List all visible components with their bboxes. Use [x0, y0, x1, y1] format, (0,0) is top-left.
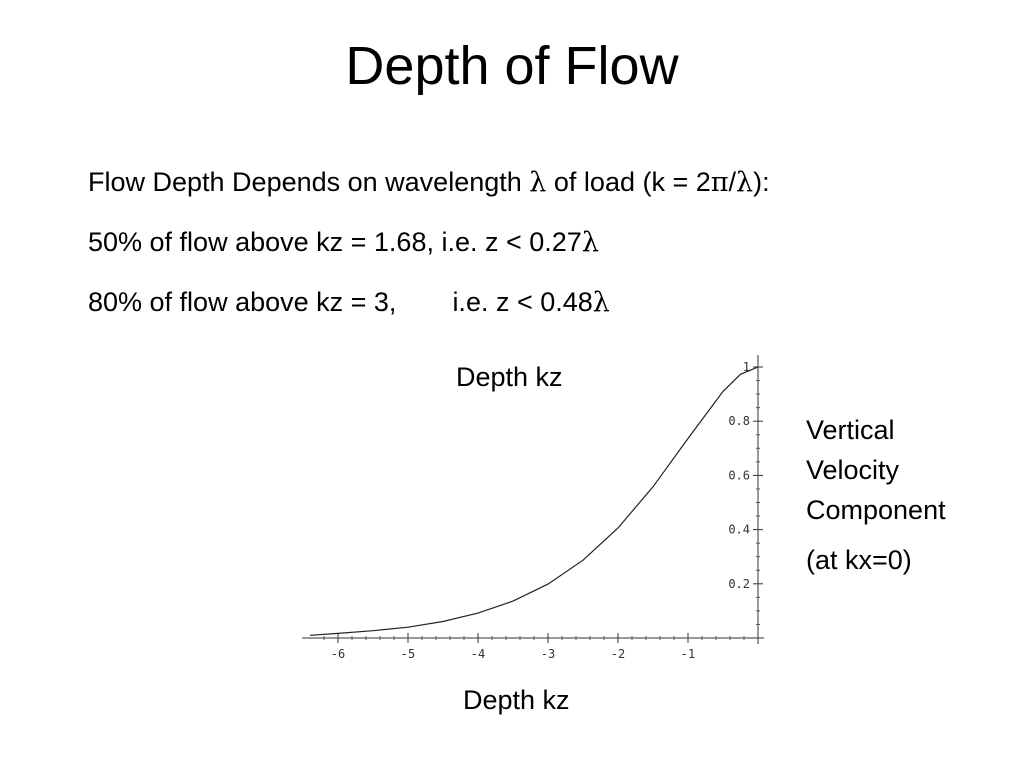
velocity-depth-chart: -6 -5 -4 -3 -2 -1 0.2 0.4 0.6 0.8 1: [302, 355, 764, 661]
bullet-80-text-a: 80% of flow above kz = 3,: [88, 287, 397, 317]
x-tick-label: -1: [681, 647, 695, 661]
lambda-symbol: λ: [581, 227, 599, 258]
velocity-curve: [309, 366, 759, 636]
velocity-label-line2: Velocity: [806, 455, 900, 485]
lambda-symbol: λ: [592, 287, 610, 318]
x-tick-label: -6: [331, 647, 345, 661]
velocity-label: Vertical Velocity Component (at kx=0): [806, 410, 946, 580]
bullet-wavelength: Flow Depth Depends on wavelength λ of lo…: [88, 160, 770, 205]
depth-label-top: Depth kz: [456, 362, 563, 392]
x-tick-label: -5: [401, 647, 415, 661]
y-tick-label: 0.2: [728, 577, 750, 591]
depth-label-bottom: Depth kz: [463, 685, 570, 715]
lambda-symbol: λ: [529, 167, 547, 198]
y-tick-label: 0.6: [728, 468, 750, 482]
slash-text: /: [728, 167, 737, 197]
y-tick-label: 0.8: [728, 414, 750, 428]
x-tick-label: -4: [471, 647, 485, 661]
bullet-wavelength-text-a: Flow Depth Depends on wavelength: [88, 167, 530, 197]
y-tick-label: 1: [743, 360, 750, 374]
bullet-50-text: 50% of flow above kz = 1.68, i.e. z < 0.…: [88, 227, 582, 257]
slide-title: Depth of Flow: [345, 36, 679, 96]
pi-symbol: π: [710, 167, 729, 198]
x-tick-label: -3: [541, 647, 555, 661]
bullet-50-percent: 50% of flow above kz = 1.68, i.e. z < 0.…: [88, 220, 599, 265]
x-tick-label: -2: [611, 647, 625, 661]
bullet-wavelength-text-b: of load (k = 2: [546, 167, 711, 197]
bullet-80-percent: 80% of flow above kz = 3, i.e. z < 0.48λ: [88, 280, 610, 325]
bullet-80-text-b: i.e. z < 0.48: [452, 287, 593, 317]
bullet-wavelength-text-c: ):: [753, 167, 770, 197]
velocity-label-line4: (at kx=0): [806, 545, 912, 575]
velocity-label-line3: Component: [806, 495, 946, 525]
velocity-label-line1: Vertical: [806, 415, 895, 445]
y-tick-label: 0.4: [728, 523, 750, 537]
lambda-symbol: λ: [736, 167, 754, 198]
